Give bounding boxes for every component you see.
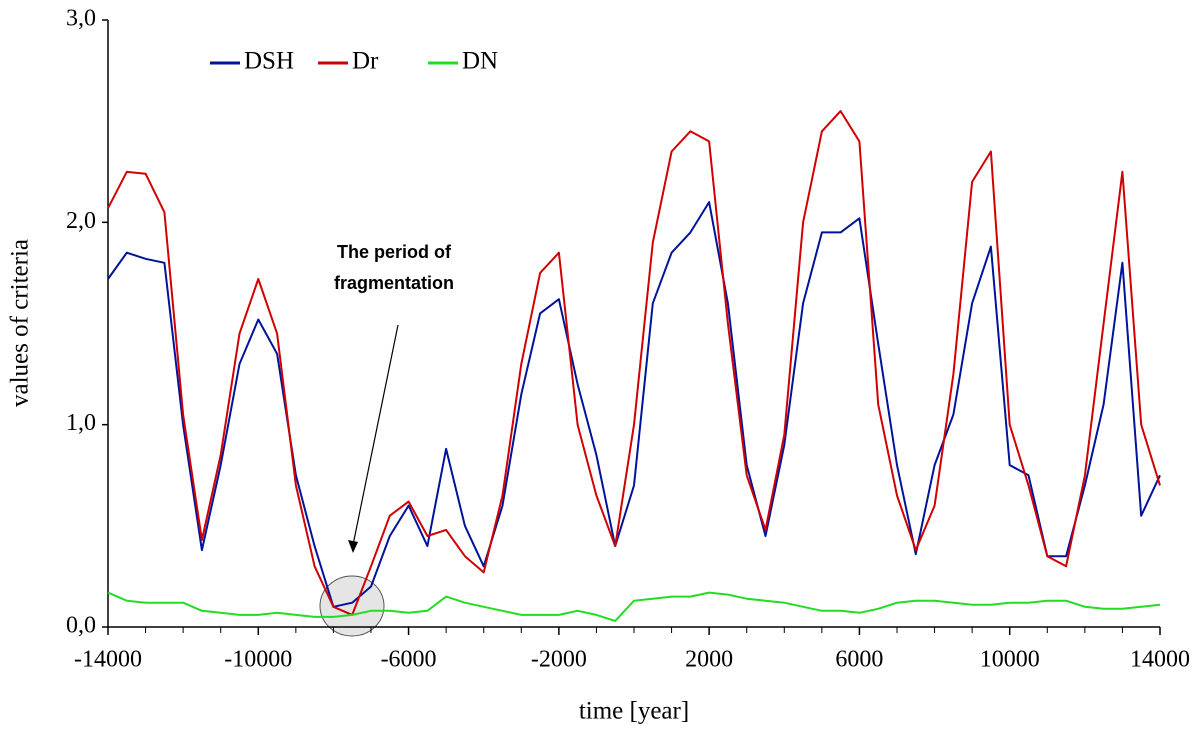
x-tick-label: 2000 bbox=[685, 647, 733, 673]
x-tick-label: 14000 bbox=[1130, 647, 1190, 673]
y-tick-label: 0,0 bbox=[66, 613, 96, 639]
annotation: The period of bbox=[337, 242, 452, 262]
y-tick-label: 1,0 bbox=[66, 410, 96, 436]
series-line bbox=[107, 201, 1161, 608]
x-tick-label: -2000 bbox=[531, 647, 587, 673]
highlight-circle bbox=[319, 575, 385, 637]
x-tick-label: -6000 bbox=[381, 647, 437, 673]
x-tick-label: 10000 bbox=[980, 647, 1040, 673]
y-tick-label: 3,0 bbox=[66, 6, 96, 32]
series-line bbox=[107, 110, 1161, 616]
legend-label: Dr bbox=[352, 48, 379, 75]
x-tick-label: -14000 bbox=[74, 647, 142, 673]
arrow-head bbox=[348, 540, 358, 553]
series-line bbox=[107, 591, 1161, 622]
legend-label: DSH bbox=[244, 48, 294, 75]
annotation: fragmentation bbox=[334, 273, 454, 293]
arrow bbox=[352, 324, 399, 546]
y-axis-title: values of criteria bbox=[7, 239, 34, 407]
y-tick-label: 2,0 bbox=[66, 208, 96, 234]
x-tick-label: 6000 bbox=[835, 647, 883, 673]
x-axis-title: time [year] bbox=[579, 698, 689, 725]
legend-label: DN bbox=[462, 48, 498, 75]
x-tick-label: -10000 bbox=[224, 647, 292, 673]
